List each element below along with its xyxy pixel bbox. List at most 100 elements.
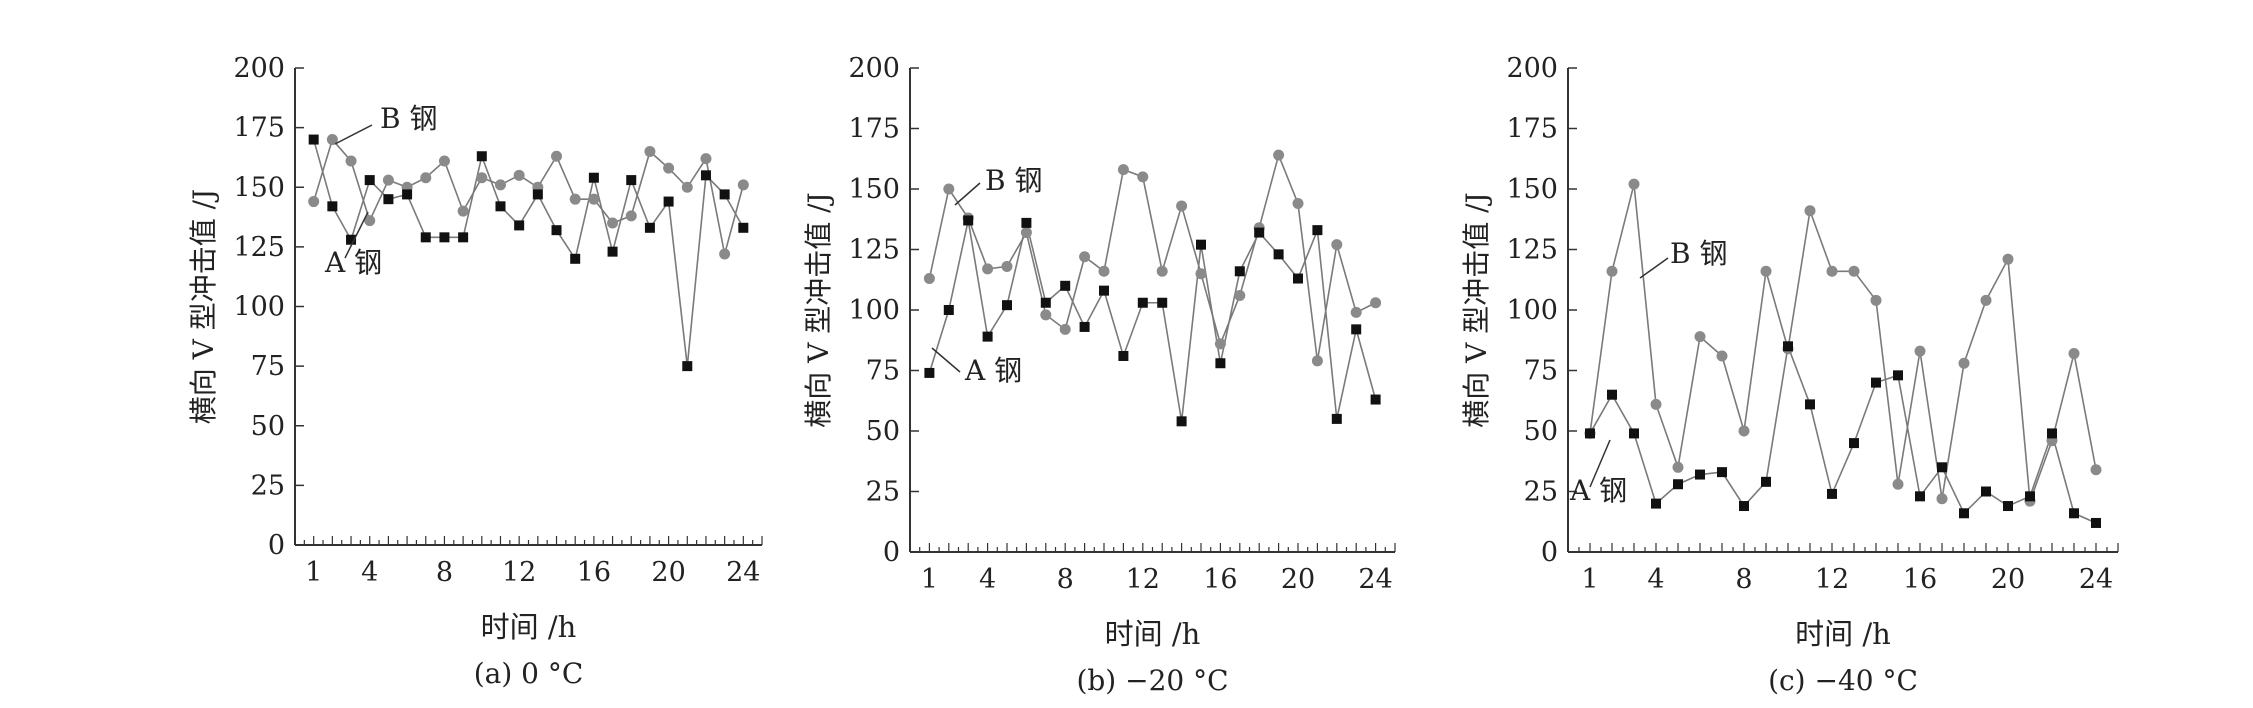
x-tick-label: 20 <box>1281 564 1315 595</box>
data-point-b <box>1350 306 1362 318</box>
callout-line <box>1639 257 1669 279</box>
data-point-b <box>1848 265 1860 277</box>
data-point-b <box>1370 297 1382 309</box>
data-point-a <box>1717 467 1727 478</box>
y-tick-label: 25 <box>251 470 285 501</box>
x-tick-label: 24 <box>726 557 760 588</box>
data-point-a <box>719 189 730 200</box>
data-point-a <box>1893 370 1903 381</box>
data-point-a <box>1040 297 1051 308</box>
data-point-a <box>2025 491 2035 502</box>
y-tick-label: 25 <box>866 477 900 508</box>
data-point-a <box>963 215 974 226</box>
x-tick-label: 24 <box>2079 564 2113 595</box>
x-tick-label: 20 <box>1991 564 2025 595</box>
data-point-a <box>514 220 525 231</box>
x-tick-label: 16 <box>577 557 611 588</box>
data-point-a <box>700 170 711 181</box>
data-point-b <box>345 155 357 167</box>
x-tick-label: 4 <box>361 557 378 588</box>
data-point-b <box>551 150 563 162</box>
data-point-b <box>1628 178 1640 190</box>
data-point-a <box>1254 227 1265 238</box>
y-tick-label: 100 <box>848 295 900 326</box>
data-point-a <box>644 222 655 233</box>
y-tick-label: 175 <box>233 113 285 144</box>
y-tick-label: 0 <box>1541 537 1558 568</box>
y-tick-label: 50 <box>1524 416 1558 447</box>
data-point-b <box>1738 425 1750 437</box>
y-tick-label: 75 <box>1524 356 1558 387</box>
data-point-b <box>681 181 693 193</box>
x-tick-label: 8 <box>1057 564 1074 595</box>
data-point-b <box>1156 265 1168 277</box>
x-axis-title: 时间 /h <box>1795 617 1891 651</box>
data-point-b <box>1292 198 1304 210</box>
data-point-a <box>607 246 618 257</box>
data-point-b <box>1914 345 1926 357</box>
x-axis-title: 时间 /h <box>481 610 577 644</box>
x-tick-label: 16 <box>1903 564 1937 595</box>
x-tick-label: 1 <box>921 564 938 595</box>
data-point-a <box>1002 300 1012 311</box>
data-point-b <box>663 162 675 174</box>
data-point-b <box>719 248 731 260</box>
data-point-b <box>1980 294 1992 306</box>
chart-panel-2: 0 25 50 75 100 125 150 175 200 1 4 8 12 16 20 24 B 钢 A 钢 横… <box>802 53 1396 697</box>
data-point-a <box>1607 389 1617 400</box>
data-point-a <box>1215 358 1226 369</box>
data-point-b <box>1694 331 1706 343</box>
data-point-b <box>1020 227 1032 239</box>
data-point-a <box>924 367 935 378</box>
series-label: B 钢 <box>1670 237 1727 270</box>
data-point-b <box>700 153 712 165</box>
data-point-b <box>1716 350 1728 362</box>
data-point-a <box>1060 280 1071 291</box>
y-tick-label: 175 <box>848 114 900 145</box>
y-tick-label: 200 <box>233 53 285 84</box>
data-point-b <box>2002 253 2014 265</box>
data-point-b <box>1826 265 1838 277</box>
data-point-a <box>439 232 450 243</box>
y-tick-label: 0 <box>883 537 900 568</box>
data-point-a <box>1871 377 1881 388</box>
data-point-a <box>2069 508 2079 519</box>
data-point-a <box>1761 476 1771 487</box>
data-point-a <box>1585 428 1595 439</box>
data-point-b <box>364 215 376 227</box>
y-axis-title: 横向 V 型冲击值 /J <box>802 192 835 428</box>
series-label: A 钢 <box>964 354 1022 387</box>
series-line-b <box>1589 183 2097 502</box>
callout-line <box>334 124 373 145</box>
data-point-b <box>457 205 469 217</box>
data-point-a <box>1021 217 1032 228</box>
callout-line <box>1589 439 1611 488</box>
data-point-a <box>1176 416 1187 427</box>
data-point-a <box>402 189 413 200</box>
x-tick-label: 12 <box>502 557 536 588</box>
data-point-a <box>1739 501 1749 512</box>
data-point-b <box>438 155 450 167</box>
series-label: B 钢 <box>985 164 1042 197</box>
x-tick-label: 12 <box>1126 564 1160 595</box>
x-tick-label: 4 <box>1647 564 1664 595</box>
data-point-b <box>1311 355 1323 367</box>
y-tick-label: 25 <box>1524 477 1558 508</box>
data-point-a <box>383 194 394 205</box>
y-tick-label: 75 <box>251 351 285 382</box>
callout-line <box>954 182 981 206</box>
data-point-a <box>1099 285 1109 296</box>
data-point-a <box>588 172 599 183</box>
data-point-b <box>1059 323 1071 335</box>
data-point-b <box>1079 251 1091 263</box>
y-tick-label: 0 <box>268 530 285 561</box>
data-point-b <box>1195 268 1207 280</box>
data-point-a <box>1915 491 1925 502</box>
data-point-a <box>327 201 338 212</box>
x-tick-label: 12 <box>1815 564 1849 595</box>
data-point-a <box>1937 462 1947 473</box>
y-tick-label: 150 <box>848 174 900 205</box>
data-point-b <box>943 183 955 195</box>
data-point-a <box>1079 321 1090 332</box>
